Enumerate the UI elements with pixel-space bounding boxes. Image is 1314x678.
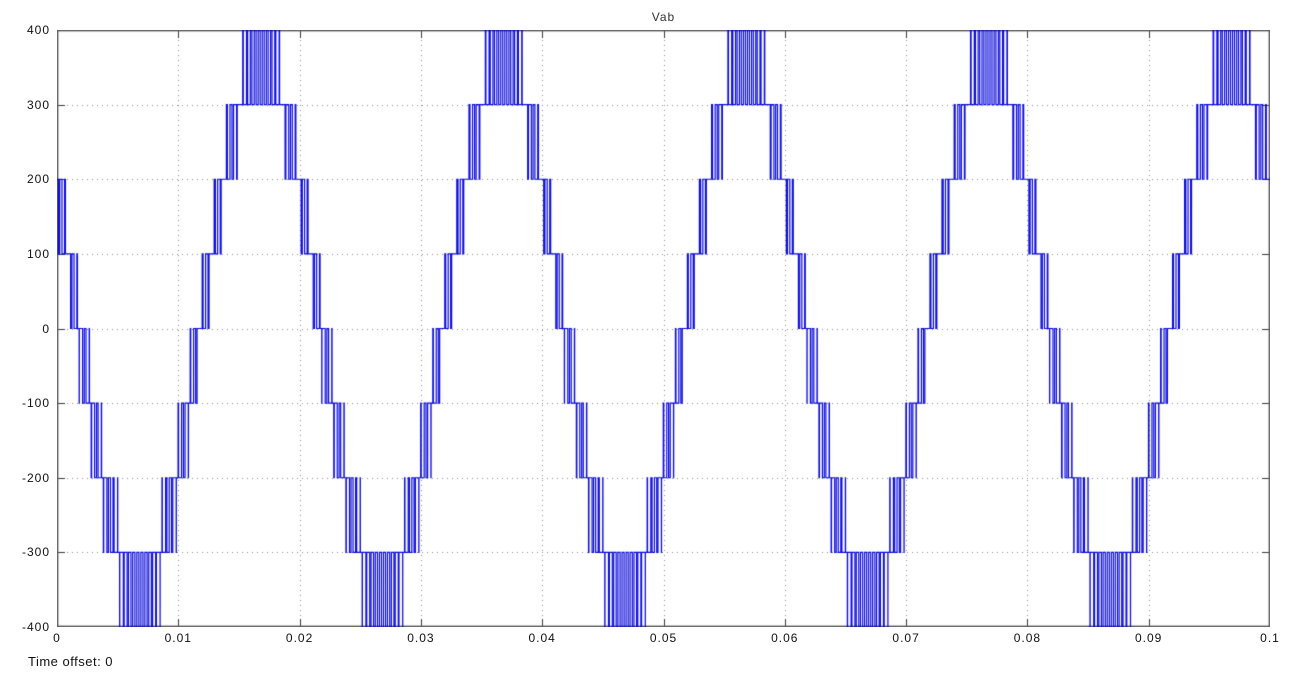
x-tick-label: 0.01: [164, 631, 192, 645]
y-tick-label: 400: [26, 23, 50, 37]
chart-title: Vab: [651, 10, 676, 24]
x-tick-label: 0.07: [892, 631, 920, 645]
x-tick-label: 0.09: [1135, 631, 1163, 645]
y-tick-label: 0: [42, 321, 50, 336]
waveform-canvas: [57, 30, 1270, 627]
y-tick-label: 300: [26, 97, 50, 112]
x-tick-label: 0.1: [1260, 631, 1280, 645]
y-tick-label: -400: [21, 620, 50, 634]
x-tick-label: 0.04: [528, 631, 556, 645]
x-tick-label: 0.08: [1013, 631, 1042, 645]
x-tick-label: 0.02: [285, 631, 314, 645]
x-tick-label: 0.05: [649, 631, 678, 645]
y-tick-label: 200: [26, 172, 50, 187]
plot-area[interactable]: [57, 30, 1270, 627]
y-tick-label: -300: [21, 545, 50, 560]
y-tick-label: -100: [21, 396, 50, 411]
time-offset-label: Time offset: 0: [28, 654, 114, 669]
y-tick-label: 100: [26, 246, 50, 261]
y-tick-label: -200: [21, 470, 50, 485]
x-tick-label: 0.03: [407, 631, 435, 645]
x-tick-label: 0: [53, 631, 61, 645]
x-tick-label: 0.06: [771, 631, 799, 645]
